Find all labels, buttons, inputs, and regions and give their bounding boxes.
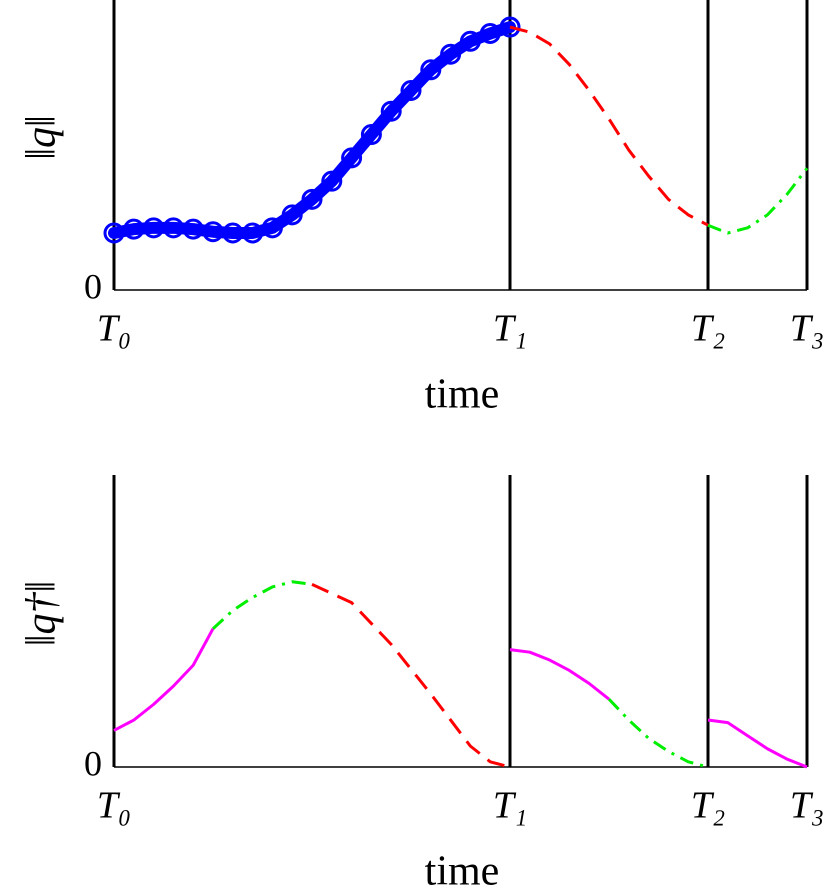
x-tick-label: T₂ xyxy=(691,785,725,827)
marker xyxy=(301,188,323,210)
marker xyxy=(321,170,343,192)
marker xyxy=(459,30,481,52)
series-line xyxy=(311,583,511,769)
y-axis-label: ‖q‖ xyxy=(19,115,65,160)
marker xyxy=(360,124,382,146)
series-line xyxy=(509,648,610,701)
x-tick-label: T₃ xyxy=(790,308,824,350)
series-line xyxy=(707,167,809,235)
y-axis-label: ‖q†‖ xyxy=(19,581,65,647)
series-line xyxy=(211,580,313,630)
marker xyxy=(103,222,125,244)
x-tick-label: T₀ xyxy=(97,785,131,827)
marker xyxy=(123,218,145,240)
marker xyxy=(499,16,521,38)
series-line xyxy=(707,718,808,769)
marker xyxy=(281,204,303,226)
x-tick-label: T₁ xyxy=(493,308,527,350)
x-tick-label: T₂ xyxy=(691,308,725,350)
y-tick-label: 0 xyxy=(84,743,102,783)
marker xyxy=(261,217,283,239)
series-line xyxy=(113,628,215,732)
series-line xyxy=(607,698,709,769)
marker xyxy=(400,80,422,101)
marker xyxy=(341,147,363,169)
marker xyxy=(380,100,402,122)
x-axis-label: time xyxy=(425,372,500,418)
x-axis-label: time xyxy=(425,849,500,893)
marker xyxy=(143,217,165,239)
series-line xyxy=(108,21,516,239)
marker xyxy=(440,43,462,65)
marker xyxy=(222,222,244,244)
x-tick-label: T₀ xyxy=(97,308,131,350)
marker xyxy=(162,217,184,239)
series-line xyxy=(509,25,709,227)
marker xyxy=(479,23,501,44)
x-tick-label: T₁ xyxy=(493,785,527,827)
x-tick-label: T₃ xyxy=(790,785,824,827)
marker xyxy=(182,218,204,240)
marker xyxy=(242,222,264,244)
marker xyxy=(202,221,224,243)
marker xyxy=(420,59,442,81)
y-tick-label: 0 xyxy=(84,266,102,306)
